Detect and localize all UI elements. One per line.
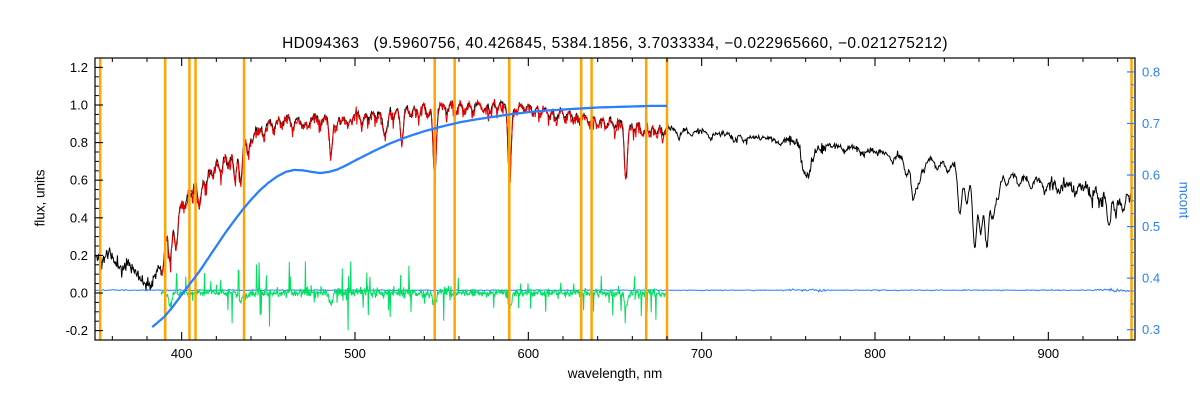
x-tick-label: 600	[517, 346, 539, 361]
x-tick-label: 800	[864, 346, 886, 361]
chart-title: HD094363 (9.5960756, 40.426845, 5384.185…	[282, 35, 948, 52]
y-left-tick-label: 0.4	[70, 210, 88, 225]
x-axis-title: wavelength, nm	[567, 366, 663, 381]
continuum-layer	[151, 104, 667, 328]
y-right-tick-label: 0.5	[1142, 219, 1160, 234]
axes-layer: 400 500 600 700 800 900 -0.2 0.0 0.2 0.4 0.6 0.8 1.0…	[66, 57, 1160, 361]
y-left-tick-label: 1.0	[70, 98, 88, 113]
y-left-tick-label: 1.2	[70, 60, 88, 75]
y-left-tick-label: 0.2	[70, 248, 88, 263]
y-right-tick-label: 0.3	[1142, 322, 1160, 337]
mask-lines-layer	[98, 58, 1133, 340]
series-continuum_mcont	[151, 104, 667, 328]
y-right-tick-label: 0.6	[1142, 168, 1160, 183]
series-observed_spectrum	[95, 99, 1132, 292]
x-tick-label: 500	[344, 346, 366, 361]
y-left-tick-label: 0.8	[70, 135, 88, 150]
series-layer	[95, 98, 1132, 331]
y-right-tick-label: 0.4	[1142, 271, 1160, 286]
y-left-tick-label: -0.2	[66, 323, 88, 338]
x-tick-label: 400	[171, 346, 193, 361]
left-axis-title: flux, units	[32, 169, 48, 227]
y-left-tick-label: 0.0	[70, 286, 88, 301]
series-flat_reference	[95, 287, 1131, 293]
x-tick-label: 700	[691, 346, 713, 361]
right-axis-title: mcont	[1176, 181, 1192, 219]
y-right-tick-label: 0.8	[1142, 64, 1160, 79]
y-right-tick-label: 0.7	[1142, 116, 1160, 131]
x-tick-label: 900	[1037, 346, 1059, 361]
y-left-tick-label: 0.6	[70, 173, 88, 188]
